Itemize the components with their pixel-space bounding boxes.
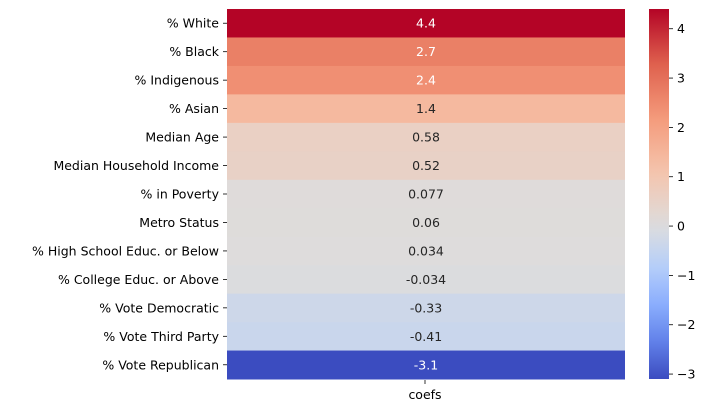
colorbar-tick-label: −3 — [677, 367, 695, 382]
column-label: coefs — [408, 387, 441, 402]
colorbar-tick-label: −2 — [677, 317, 695, 332]
row-label: % Black — [169, 44, 219, 59]
cell-value-label: -3.1 — [414, 357, 438, 372]
column-labels: coefs — [408, 380, 442, 402]
colorbar-tick-label: −1 — [677, 268, 695, 283]
heatmap-cell — [227, 322, 625, 352]
cell-value-label: 0.58 — [412, 130, 440, 145]
colorbar-tick-label: 2 — [677, 120, 685, 135]
row-label: % Vote Third Party — [103, 329, 219, 344]
cell-value-label: -0.33 — [410, 300, 442, 315]
colorbar-tick-label: 4 — [677, 21, 685, 36]
row-label: Median Age — [145, 130, 219, 145]
heatmap-cells: 4.4 2.7 2.4 1.4 0.58 0.52 0.077 0.06 0.034 -0.034… — [227, 9, 625, 380]
heatmap-cell — [227, 293, 625, 323]
cell-value-label: 2.7 — [416, 44, 436, 59]
heatmap-cell — [227, 9, 625, 38]
colorbar — [649, 9, 669, 379]
cell-value-label: 0.06 — [412, 215, 440, 230]
row-labels: % White % Black % Indigenous % Asian Median … — [32, 16, 227, 372]
row-label: % Vote Republican — [102, 357, 219, 372]
colorbar-tick-label: 3 — [677, 71, 685, 86]
heatmap-cell — [227, 265, 625, 295]
row-label: Metro Status — [139, 215, 219, 230]
cell-value-label: 0.077 — [408, 187, 444, 202]
row-label: % in Poverty — [141, 187, 220, 202]
colorbar-tick-label: 0 — [677, 219, 685, 234]
cell-value-label: 0.034 — [408, 243, 444, 258]
heatmap-cell — [227, 37, 625, 67]
cell-value-label: -0.41 — [410, 329, 442, 344]
row-label: % White — [167, 16, 220, 31]
row-label: % High School Educ. or Below — [32, 243, 219, 258]
heatmap-cell — [227, 94, 625, 124]
heatmap-cell — [227, 151, 625, 181]
row-label: % Vote Democratic — [99, 300, 219, 315]
colorbar-tick-label: 1 — [677, 169, 685, 184]
heatmap-cell — [227, 122, 625, 152]
row-label: % Indigenous — [135, 73, 220, 88]
row-label: % College Educ. or Above — [58, 272, 219, 287]
heatmap-cell — [227, 179, 625, 209]
colorbar-ticks: 4 3 2 1 0 −1 −2 −3 — [669, 21, 695, 382]
heatmap-cell — [227, 65, 625, 95]
cell-value-label: 0.52 — [412, 158, 440, 173]
heatmap-cell — [227, 350, 625, 380]
heatmap-cell — [227, 236, 625, 266]
cell-value-label: -0.034 — [406, 272, 446, 287]
row-label: Median Household Income — [53, 158, 219, 173]
heatmap-cell — [227, 208, 625, 238]
cell-value-label: 1.4 — [416, 101, 436, 116]
row-label: % Asian — [169, 101, 219, 116]
cell-value-label: 4.4 — [416, 16, 436, 31]
cell-value-label: 2.4 — [416, 73, 436, 88]
